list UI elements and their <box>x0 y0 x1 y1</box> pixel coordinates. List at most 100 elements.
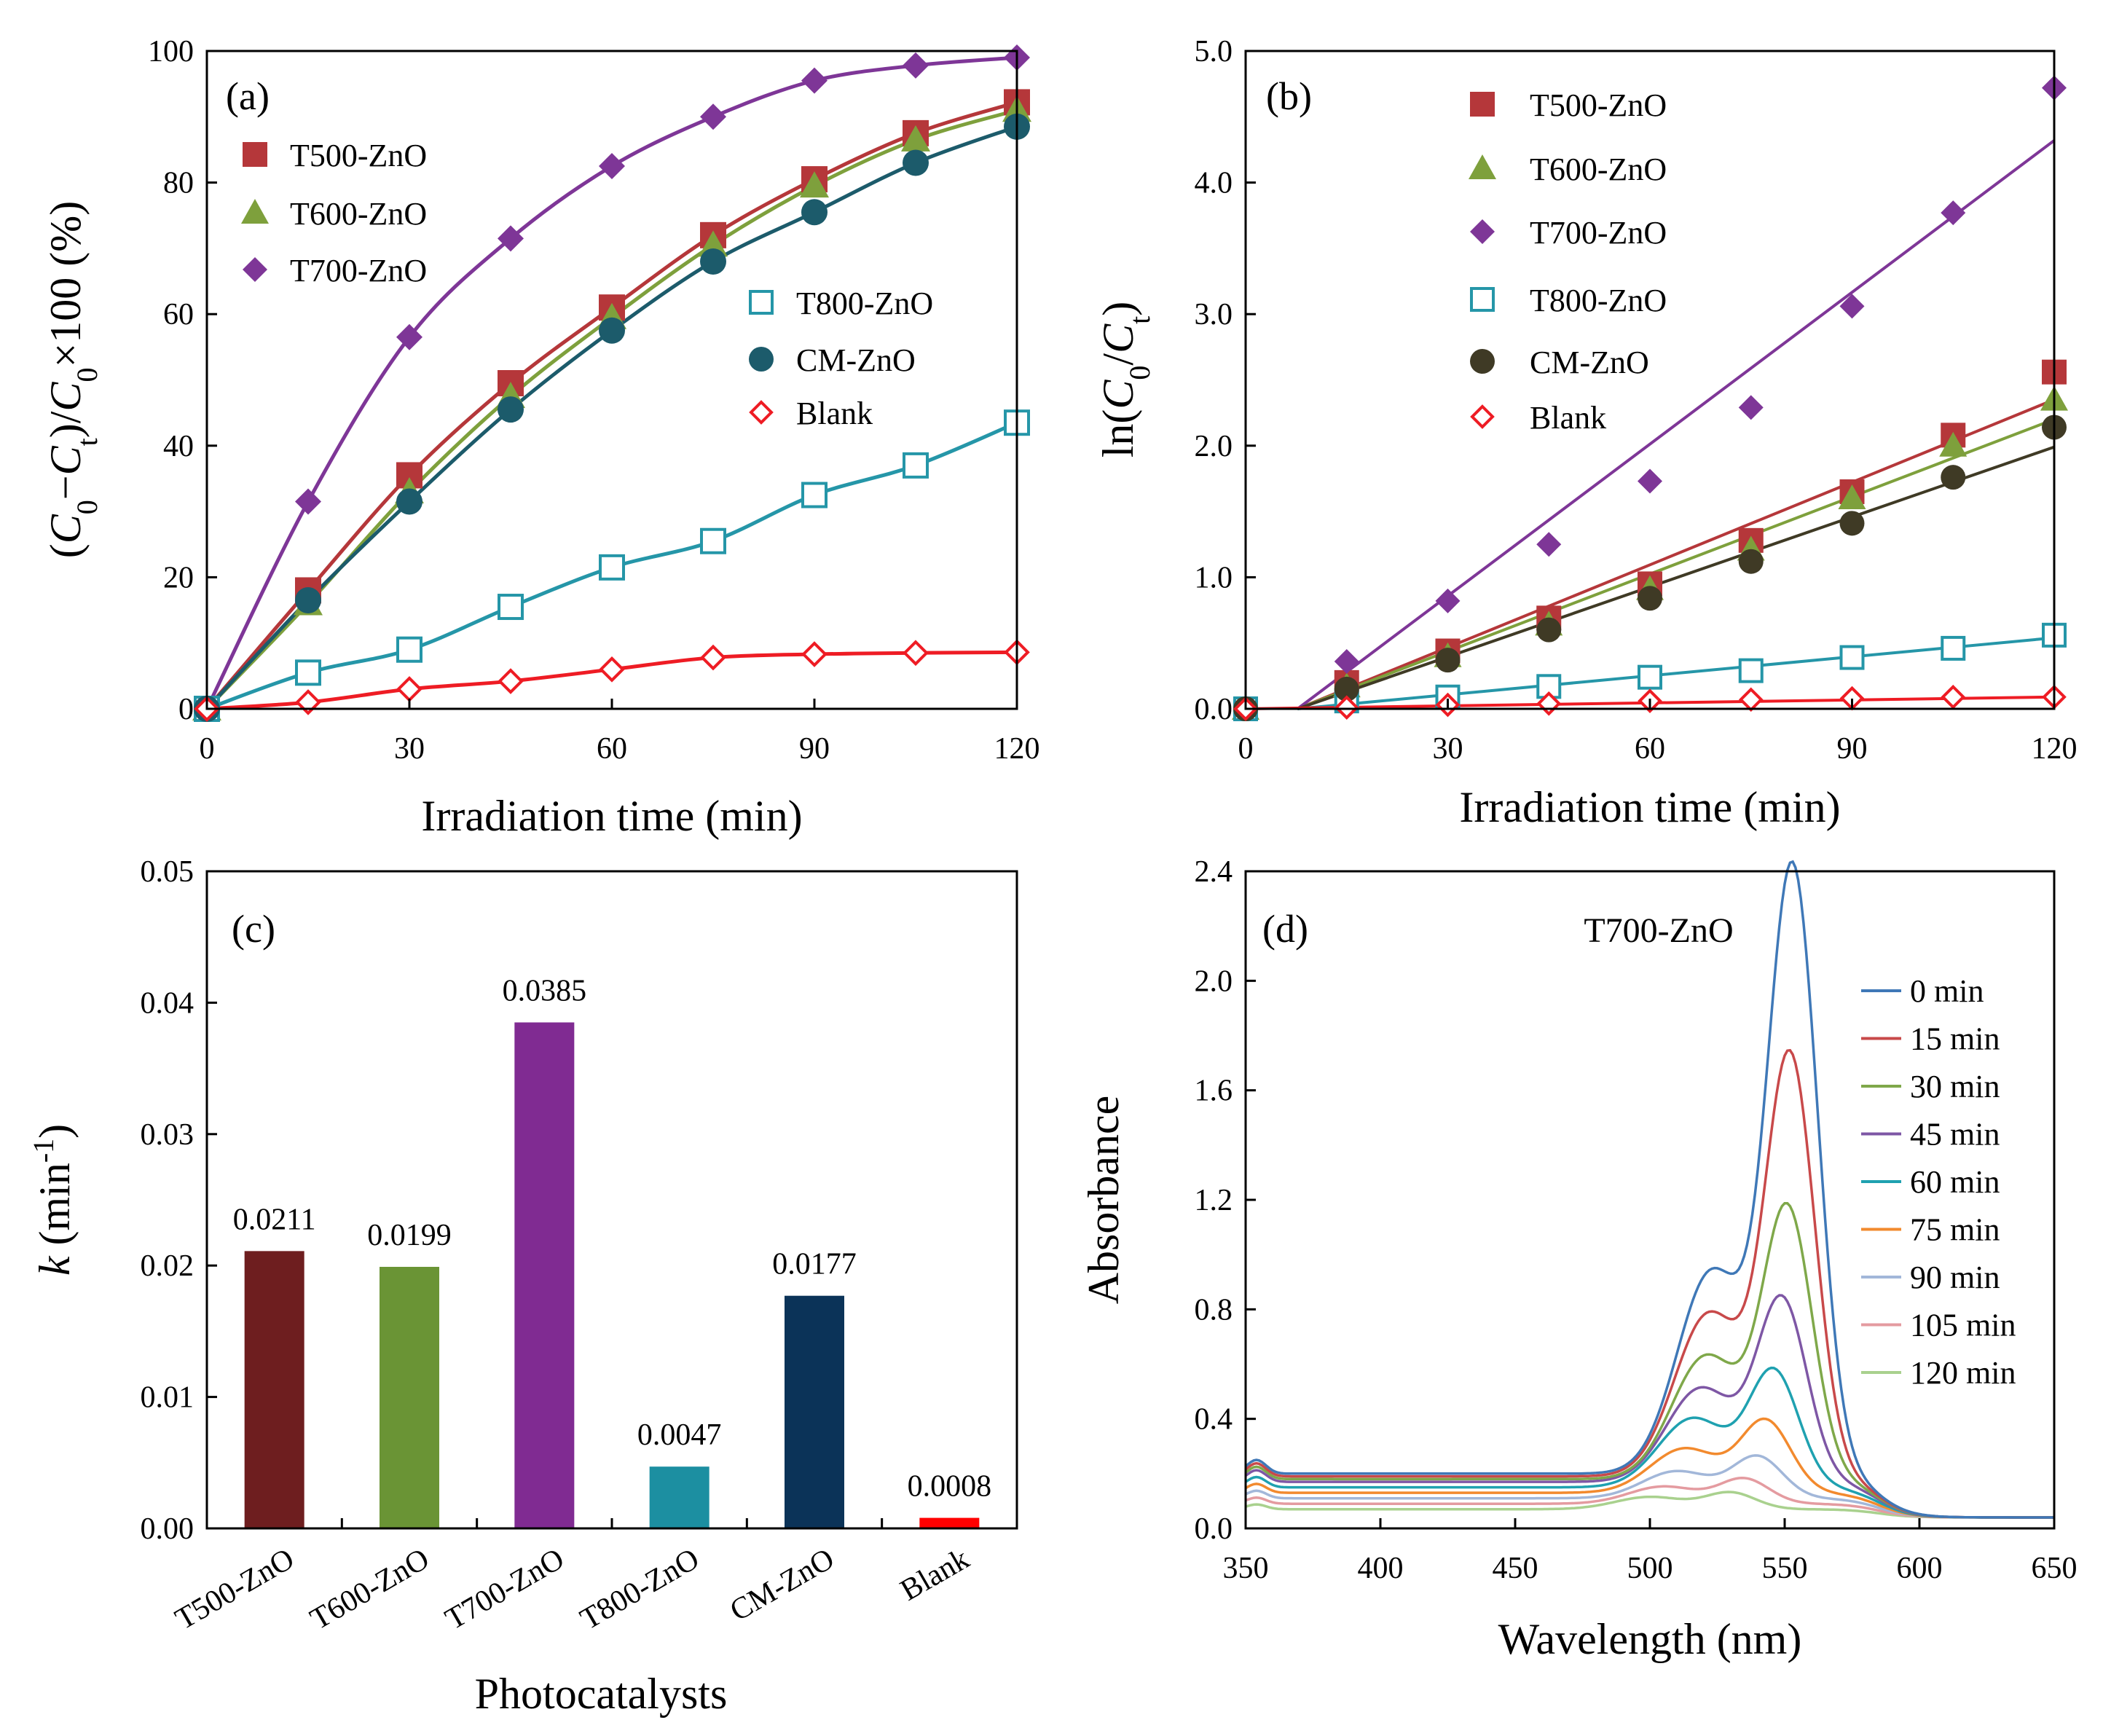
panel-b-point-t600-zno <box>1939 431 1968 457</box>
panel-d-legend-label-30-min: 30 min <box>1910 1069 2000 1104</box>
panel-b-y-tick-label: 1.0 <box>1195 561 1233 594</box>
panel-b-x-axis-title: Irradiation time (min) <box>1459 783 1840 831</box>
panel-a-line-t500-zno <box>205 101 1018 710</box>
panel-a-legend-label-t600-zno: T600-ZnO <box>290 196 427 232</box>
panel-a-point-cm-zno <box>700 248 726 275</box>
panel-b-x-tick-label: 120 <box>2032 732 2078 766</box>
panel-d-y-tick-label: 2.0 <box>1195 965 1233 998</box>
panel-c-bar-t700-zno <box>514 1022 575 1528</box>
panel-d-legend-label-75-min: 75 min <box>1910 1212 2000 1248</box>
panel-a-legend: T500-ZnO T600-ZnO T700-ZnO T800-ZnO CM-ZnO Bl… <box>241 138 933 431</box>
panel-b-legend-marker-cm-zno <box>1470 349 1495 374</box>
panel-b-fit-line-t700-zno <box>1297 139 2056 710</box>
panel-a-point-cm-zno <box>801 199 828 226</box>
panel-c-y-axis-title: k (min-1) <box>27 1124 79 1276</box>
panel-c-ticks: 0.00 0.01 0.02 0.03 0.04 0.05 <box>141 855 217 1546</box>
panel-d-x-tick-label: 450 <box>1493 1552 1538 1585</box>
panel-b-point-t700-zno <box>1638 468 1662 494</box>
panel-a-ticks: 0 30 60 90 120 0 20 40 60 80 100 <box>148 35 1040 766</box>
panel-a-legend-marker-blank <box>749 400 774 425</box>
panel-c-y-tick-label: 0.02 <box>141 1249 194 1283</box>
panel-d-legend: 0 min 15 min 30 min 45 min 60 min 75 min 90 mi… <box>1861 973 2016 1391</box>
panel-d-legend-label-60-min: 60 min <box>1910 1164 2000 1200</box>
panel-b-point-cm-zno <box>1738 549 1764 574</box>
panel-d-x-axis-title: Wavelength (nm) <box>1498 1615 1802 1663</box>
panel-a-point-blank <box>295 689 321 715</box>
panel-a-legend-label-blank: Blank <box>796 396 873 431</box>
panel-c-y-tick-label: 0.00 <box>141 1512 194 1546</box>
panel-a-point-t800-zno <box>498 594 524 621</box>
panel-c-category-label-t600-zno: T600-ZnO <box>304 1542 435 1637</box>
panel-a-x-tick-label: 120 <box>994 732 1040 766</box>
panel-c-bar-value-cm-zno: 0.0177 <box>772 1248 857 1281</box>
panel-a-legend-marker-t600-zno <box>241 199 269 224</box>
panel-b-legend: T500-ZnO T600-ZnO T700-ZnO T800-ZnO CM-ZnO Bl… <box>1469 87 1667 436</box>
panel-b-point-t700-zno <box>1839 294 1865 319</box>
panel-c-x-axis-title: Photocatalysts <box>475 1670 728 1718</box>
panel-c-label: (c) <box>232 907 275 951</box>
panel-d-x-tick-label: 600 <box>1897 1552 1943 1585</box>
panel-c-frame <box>205 870 1018 1530</box>
panel-d-x-tick-label: 500 <box>1627 1552 1673 1585</box>
panel-a-y-tick-label: 60 <box>163 298 194 331</box>
panel-d-x-tick-label: 350 <box>1223 1552 1269 1585</box>
panel-d-legend-label-105-min: 105 min <box>1910 1308 2016 1343</box>
panel-a-y-tick-label: 20 <box>163 561 194 594</box>
panel-a-point-t600-zno <box>800 171 829 198</box>
panel-a-point-cm-zno <box>498 396 524 423</box>
panel-b-legend-marker-t600-zno <box>1469 154 1496 179</box>
panel-d-y-axis-title: Absorbance <box>1080 1096 1128 1305</box>
panel-a-point-t700-zno <box>498 225 524 252</box>
panel-b-point-t700-zno <box>1536 532 1562 557</box>
panel-b-point-blank <box>1738 687 1764 712</box>
panel-a-conversion-chart: 0 30 60 90 120 0 20 40 60 80 100 (a) Irradiation t… <box>42 35 1040 840</box>
panel-a-label: (a) <box>226 74 270 118</box>
panel-b-legend-label-cm-zno: CM-ZnO <box>1530 345 1649 380</box>
panel-a-plot-area <box>192 44 1031 722</box>
panel-a-legend-label-t700-zno: T700-ZnO <box>290 253 427 288</box>
panel-c-bar-cm-zno <box>785 1295 844 1528</box>
panel-a-point-t800-zno <box>903 452 929 479</box>
panel-a-point-t700-zno <box>599 153 625 180</box>
panel-a-point-t700-zno <box>396 323 422 350</box>
panel-a-y-axis-title: (C0−Ct)/C0×100 (%) <box>42 201 103 558</box>
panel-b-point-t800-zno <box>1638 664 1662 690</box>
panel-c-bar-value-blank: 0.0008 <box>908 1470 992 1504</box>
panel-b-point-blank <box>1334 695 1359 720</box>
panel-b-ticks: 0 30 60 90 120 0.0 1.0 2.0 3.0 4.0 5.0 <box>1195 35 2078 766</box>
panel-a-legend-marker-t700-zno <box>243 257 267 282</box>
panel-c-bar-value-t600-zno: 0.0199 <box>367 1219 452 1252</box>
panel-c-bar-blank <box>919 1517 980 1528</box>
panel-d-legend-label-45-min: 45 min <box>1910 1117 2000 1152</box>
panel-b-point-cm-zno <box>1334 676 1359 702</box>
panel-a-point-blank <box>599 656 625 683</box>
panel-a-legend-label-cm-zno: CM-ZnO <box>796 342 916 378</box>
panel-a-point-blank <box>396 676 422 702</box>
panel-b-legend-label-t700-zno: T700-ZnO <box>1530 215 1667 251</box>
panel-c-rate-constant-chart: 0.0211 T500-ZnO 0.0199 T600-ZnO 0.0385 T700-Z… <box>27 855 1018 1718</box>
panel-d-legend-label-0-min: 0 min <box>1910 973 1984 1009</box>
panel-c-y-tick-label: 0.04 <box>141 986 194 1020</box>
panel-d-y-tick-label: 1.6 <box>1195 1075 1233 1108</box>
panel-a-x-tick-label: 90 <box>799 732 830 766</box>
panel-a-legend-label-t500-zno: T500-ZnO <box>290 138 427 173</box>
panel-d-spectrum-0-min <box>1244 860 2054 1519</box>
panel-b-point-cm-zno <box>1839 511 1865 536</box>
panel-a-point-blank <box>700 644 726 671</box>
panel-a-y-tick-label: 40 <box>163 430 194 463</box>
panel-c-bar-t800-zno <box>649 1466 709 1528</box>
panel-a-legend-marker-t500-zno <box>243 142 267 167</box>
panel-a-point-t800-zno <box>295 659 321 686</box>
panel-b-y-tick-label: 5.0 <box>1195 35 1233 68</box>
panel-c-y-tick-label: 0.01 <box>141 1381 194 1415</box>
panel-a-y-tick-label: 0 <box>178 693 194 726</box>
panel-c-plot-area: 0.0211 T500-ZnO 0.0199 T600-ZnO 0.0385 T700-Z… <box>170 974 991 1636</box>
panel-a-x-tick-label: 30 <box>394 732 425 766</box>
panel-b-legend-marker-blank <box>1470 404 1495 429</box>
panel-d-y-tick-label: 1.2 <box>1195 1184 1233 1217</box>
panel-c-bar-value-t800-zno: 0.0047 <box>637 1418 722 1452</box>
panel-b-point-blank <box>1941 684 1966 710</box>
panel-c-category-label-t700-zno: T700-ZnO <box>440 1542 570 1637</box>
panel-b-label: (b) <box>1266 74 1312 118</box>
